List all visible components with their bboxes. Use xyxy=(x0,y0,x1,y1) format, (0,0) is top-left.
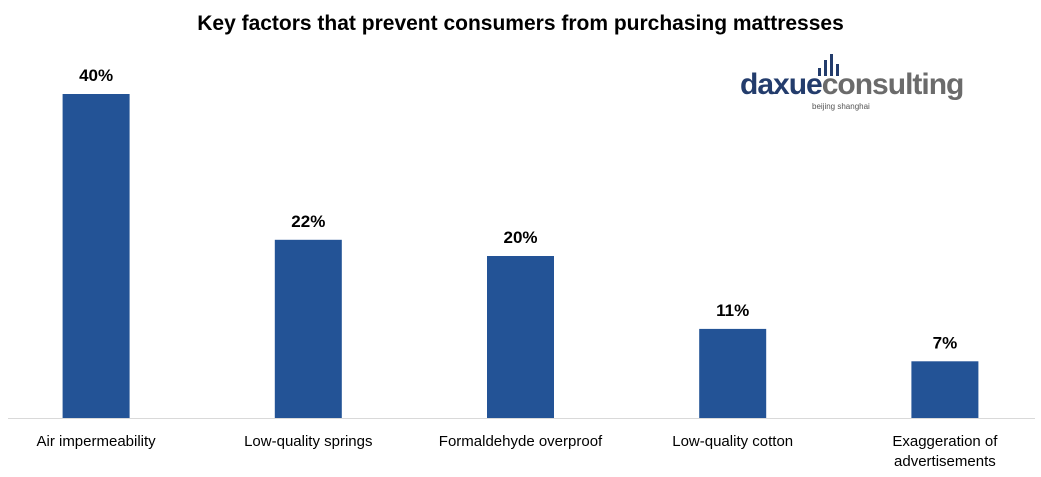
data-label-4: 11% xyxy=(716,301,749,320)
bar-2 xyxy=(274,239,342,418)
category-label-1: Air impermeability xyxy=(36,433,156,450)
bar-graph-icon xyxy=(818,54,848,76)
category-label-2: Low-quality springs xyxy=(244,433,372,450)
logo-wordmark: daxueconsulting xyxy=(740,68,965,101)
data-label-1: 40% xyxy=(79,66,113,85)
daxue-consulting-logo: daxueconsulting beijing shanghai xyxy=(740,54,990,114)
data-label-3: 20% xyxy=(503,228,537,247)
category-label-4: Low-quality cotton xyxy=(672,433,793,450)
logo-brand-part1: daxue xyxy=(740,68,823,101)
category-label-3: Formaldehyde overproof xyxy=(439,433,603,450)
category-label-5-line-1: Exaggeration of xyxy=(892,433,998,450)
logo-brand-part2: consulting xyxy=(821,68,965,101)
bar-3 xyxy=(487,256,554,418)
bar-5 xyxy=(911,361,979,418)
bar-4 xyxy=(699,328,767,418)
data-label-5: 7% xyxy=(933,333,958,352)
bar-1 xyxy=(62,94,130,418)
logo-tagline: beijing shanghai xyxy=(812,102,870,111)
chart-title: Key factors that prevent consumers from … xyxy=(197,12,844,35)
data-label-2: 22% xyxy=(291,212,325,231)
category-label-5-line-2: advertisements xyxy=(894,453,996,470)
